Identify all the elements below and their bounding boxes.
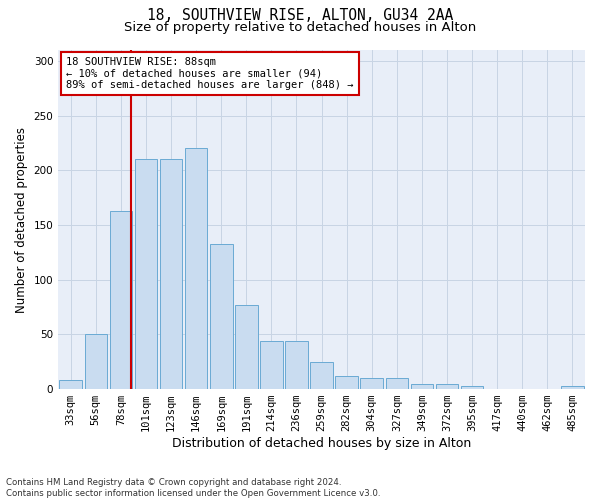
- Text: Contains HM Land Registry data © Crown copyright and database right 2024.
Contai: Contains HM Land Registry data © Crown c…: [6, 478, 380, 498]
- Bar: [185, 148, 208, 389]
- Bar: [410, 384, 433, 389]
- X-axis label: Distribution of detached houses by size in Alton: Distribution of detached houses by size …: [172, 437, 471, 450]
- Bar: [461, 386, 484, 389]
- Bar: [260, 341, 283, 389]
- Y-axis label: Number of detached properties: Number of detached properties: [15, 126, 28, 312]
- Bar: [59, 380, 82, 389]
- Bar: [235, 305, 257, 389]
- Bar: [160, 160, 182, 389]
- Bar: [210, 244, 233, 389]
- Text: Size of property relative to detached houses in Alton: Size of property relative to detached ho…: [124, 22, 476, 35]
- Bar: [335, 376, 358, 389]
- Bar: [85, 334, 107, 389]
- Bar: [134, 160, 157, 389]
- Bar: [436, 384, 458, 389]
- Bar: [285, 341, 308, 389]
- Bar: [561, 386, 584, 389]
- Text: 18 SOUTHVIEW RISE: 88sqm
← 10% of detached houses are smaller (94)
89% of semi-d: 18 SOUTHVIEW RISE: 88sqm ← 10% of detach…: [66, 57, 353, 90]
- Bar: [310, 362, 333, 389]
- Text: 18, SOUTHVIEW RISE, ALTON, GU34 2AA: 18, SOUTHVIEW RISE, ALTON, GU34 2AA: [147, 8, 453, 22]
- Bar: [386, 378, 408, 389]
- Bar: [361, 378, 383, 389]
- Bar: [110, 211, 132, 389]
